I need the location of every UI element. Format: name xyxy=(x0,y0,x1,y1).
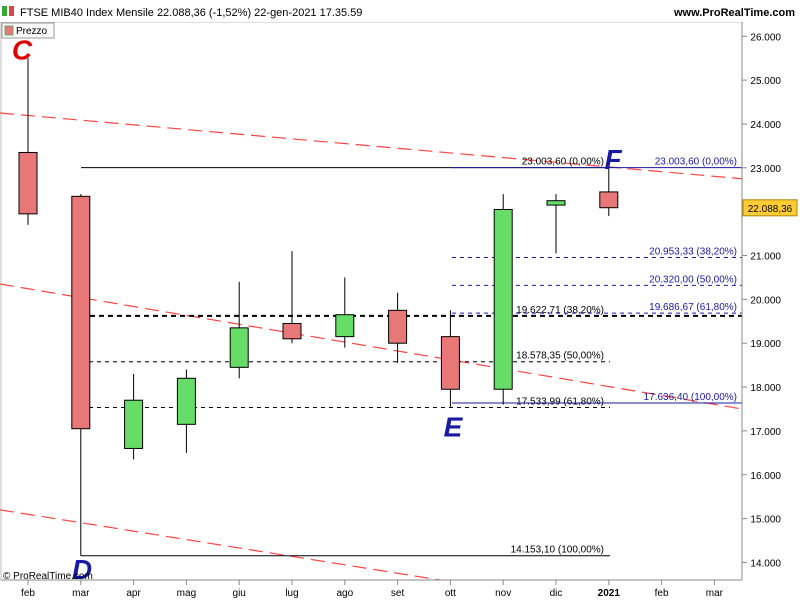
wave-label: C xyxy=(12,34,33,65)
y-tick-label: 18.000 xyxy=(750,383,781,394)
y-tick-label: 19.000 xyxy=(750,339,781,350)
fib-left-label: 14.153,10 (100,00%) xyxy=(511,545,604,556)
wave-label: D xyxy=(72,554,92,585)
fib-right-label: 20.953,33 (38,20%) xyxy=(649,247,737,258)
fib-right-label: 19.686,67 (61,80%) xyxy=(649,302,737,313)
candle-body xyxy=(124,399,144,449)
chart-title: FTSE MIB40 Index Mensile 22.088,36 (-1,5… xyxy=(20,7,362,19)
y-tick-label: 26.000 xyxy=(750,32,781,43)
current-price-label: 22.088,36 xyxy=(748,204,793,215)
x-tick-label: apr xyxy=(126,588,141,599)
candle-body xyxy=(493,208,513,390)
y-tick-label: 20.000 xyxy=(750,295,781,306)
wave-label: F xyxy=(604,144,622,175)
x-tick-label: mar xyxy=(72,588,90,599)
x-tick-label: 2021 xyxy=(598,588,621,599)
candle-body xyxy=(388,309,408,344)
legend-box xyxy=(1,22,55,39)
candle-body xyxy=(546,200,566,206)
x-tick-label: feb xyxy=(21,588,35,599)
y-tick-label: 17.000 xyxy=(750,427,781,438)
candle-body xyxy=(599,191,619,209)
candle-body xyxy=(282,322,302,340)
x-tick-label: set xyxy=(391,588,405,599)
x-tick-label: dic xyxy=(550,588,563,599)
header-bar xyxy=(0,0,800,22)
y-tick-label: 24.000 xyxy=(750,120,781,131)
x-tick-label: lug xyxy=(285,588,298,599)
candle-body xyxy=(335,314,355,338)
candle-body xyxy=(71,195,91,430)
x-tick-label: nov xyxy=(495,588,511,599)
y-tick-label: 15.000 xyxy=(750,515,781,526)
site-url[interactable]: www.ProRealTime.com xyxy=(673,7,795,19)
y-tick-label: 21.000 xyxy=(750,252,781,263)
x-tick-label: mag xyxy=(177,588,196,599)
candle-body xyxy=(440,336,460,390)
y-tick-label: 25.000 xyxy=(750,76,781,87)
current-price-box xyxy=(742,199,798,217)
copyright: © ProRealTime.com xyxy=(3,571,93,582)
x-tick-label: feb xyxy=(655,588,669,599)
fib-right-label: 23.003,60 (0,00%) xyxy=(655,157,737,168)
y-axis: 14.000 15.000 16.000 17.000 18.000 19.000 20.0… xyxy=(741,22,798,580)
y-tick-label: 16.000 xyxy=(750,471,781,482)
wave-label: E xyxy=(444,412,464,443)
x-tick-label: mar xyxy=(706,588,724,599)
candle-body xyxy=(18,151,38,215)
x-tick-label: ago xyxy=(336,588,353,599)
y-tick-label: 23.000 xyxy=(750,164,781,175)
legend-label: Prezzo xyxy=(16,26,48,37)
fib-right-label: 20.320,00 (50,00%) xyxy=(649,274,737,285)
fib-left-label: 17.533,99 (61,80%) xyxy=(516,396,604,407)
x-tick-label: giu xyxy=(233,588,246,599)
fib-left-label: 19.622,71 (38,20%) xyxy=(516,305,604,316)
fib-right-label: 17.636,40 (100,00%) xyxy=(644,392,737,403)
trend-line xyxy=(0,509,441,581)
green-marker-icon[interactable] xyxy=(2,6,7,16)
wave-labels: C D E F xyxy=(12,34,623,585)
fib-left-label: 23.003,60 (0,00%) xyxy=(522,157,604,168)
fib-left-label: 18.578,35 (50,00%) xyxy=(516,351,604,362)
candles xyxy=(18,58,619,556)
legend-swatch-icon xyxy=(4,25,14,36)
candle-body xyxy=(229,327,249,368)
x-axis: feb mar apr mag giu lug ago set ott nov dic 2021 feb… xyxy=(1,579,742,599)
y-tick-label: 14.000 xyxy=(750,558,781,569)
x-tick-label: ott xyxy=(445,588,456,599)
candle-body xyxy=(176,377,196,425)
red-marker-icon[interactable] xyxy=(9,6,14,16)
